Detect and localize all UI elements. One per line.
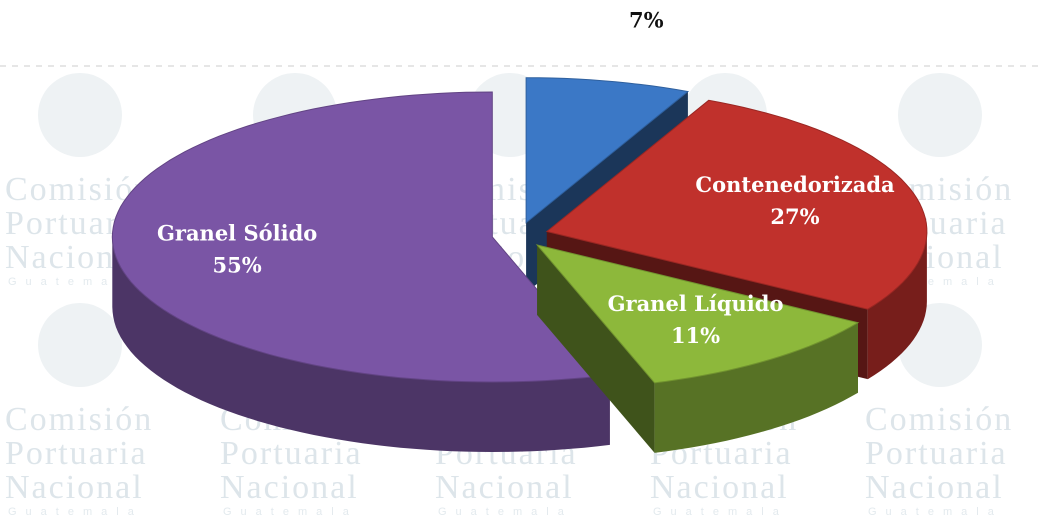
value-label: 7% — [629, 8, 664, 33]
slice-label: General — [600, 0, 693, 1]
value-label: 55% — [213, 252, 262, 277]
watermark-text: Nacional — [865, 469, 1004, 506]
watermark-text: Nacional — [435, 469, 574, 506]
watermark-text: Guatemala — [8, 506, 143, 518]
watermark-text: Nacional — [650, 469, 789, 506]
watermark-logo — [38, 303, 122, 387]
watermark-text: Portuaria — [865, 435, 1008, 472]
watermark-text: Portuaria — [220, 435, 363, 472]
watermark-logo — [898, 73, 982, 157]
chart: ComisiónPortuariaNacionalGuatemalaComisi… — [0, 0, 1038, 525]
watermark-text: Guatemala — [868, 506, 1003, 518]
watermark-text: Nacional — [5, 469, 144, 506]
watermark-logo — [38, 73, 122, 157]
watermark-text: Guatemala — [438, 506, 573, 518]
watermark-text: Comisión — [865, 401, 1013, 438]
value-label: 27% — [770, 204, 819, 229]
watermark-text: Guatemala — [653, 506, 788, 518]
slice-label: Granel Sólido — [157, 220, 317, 245]
slice-label: Contenedorizada — [695, 172, 895, 197]
watermark-text: Guatemala — [223, 506, 358, 518]
slice-label: Granel Líquido — [608, 291, 784, 316]
watermark-text: Nacional — [220, 469, 359, 506]
value-label: 11% — [671, 323, 720, 348]
watermark-text: Portuaria — [5, 435, 148, 472]
watermark-text: Comisión — [5, 401, 153, 438]
